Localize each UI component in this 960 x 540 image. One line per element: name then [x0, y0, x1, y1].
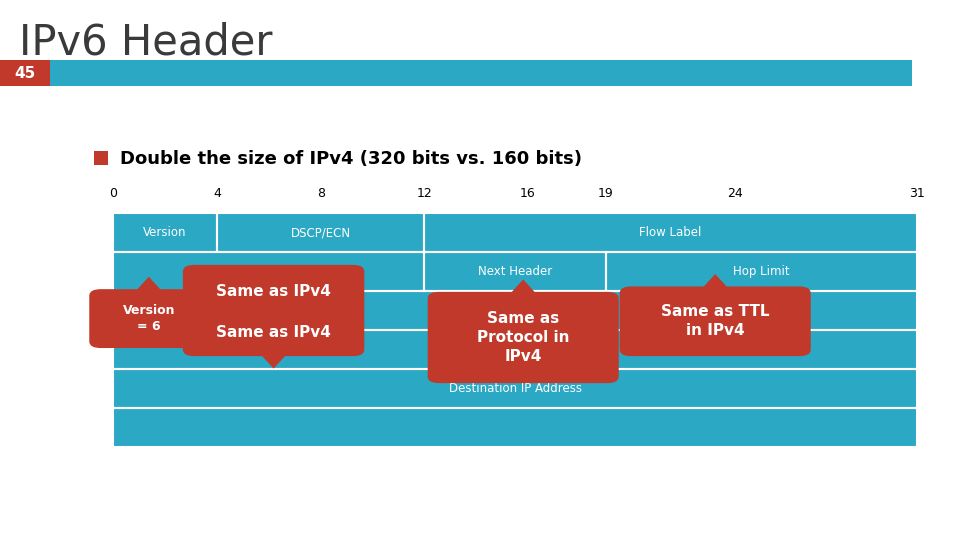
FancyBboxPatch shape [620, 286, 810, 356]
FancyBboxPatch shape [428, 292, 618, 383]
Text: 8: 8 [317, 187, 324, 200]
Polygon shape [256, 312, 291, 330]
Text: Source IP Address: Source IP Address [463, 304, 567, 317]
FancyBboxPatch shape [113, 252, 917, 291]
Text: 19: 19 [598, 187, 613, 200]
Polygon shape [506, 280, 540, 298]
Text: Destination IP Address: Destination IP Address [448, 382, 582, 395]
FancyBboxPatch shape [113, 291, 917, 330]
FancyBboxPatch shape [0, 60, 50, 86]
FancyBboxPatch shape [113, 330, 917, 369]
Text: Version: Version [143, 226, 187, 239]
Text: Flow Label: Flow Label [639, 226, 702, 239]
FancyBboxPatch shape [113, 369, 917, 408]
Polygon shape [132, 277, 166, 296]
FancyBboxPatch shape [94, 151, 108, 165]
FancyBboxPatch shape [113, 213, 917, 252]
Text: 16: 16 [520, 187, 536, 200]
Text: 12: 12 [417, 187, 432, 200]
FancyBboxPatch shape [182, 265, 364, 318]
Text: Double the size of IPv4 (320 bits vs. 160 bits): Double the size of IPv4 (320 bits vs. 16… [120, 150, 582, 168]
FancyBboxPatch shape [0, 60, 912, 86]
Polygon shape [256, 350, 291, 368]
Text: 4: 4 [213, 187, 221, 200]
Text: Datagram Length: Datagram Length [217, 265, 321, 278]
Text: Same as IPv4: Same as IPv4 [216, 284, 331, 299]
Text: Next Header: Next Header [478, 265, 552, 278]
Polygon shape [698, 274, 732, 293]
Text: Same as TTL
in IPv4: Same as TTL in IPv4 [660, 305, 770, 338]
Text: 24: 24 [728, 187, 743, 200]
Text: Version
= 6: Version = 6 [123, 304, 175, 333]
Text: DSCP/ECN: DSCP/ECN [291, 226, 350, 239]
Text: 31: 31 [909, 187, 924, 200]
FancyBboxPatch shape [182, 308, 364, 356]
Text: 45: 45 [14, 66, 36, 81]
Text: Same as
Protocol in
IPv4: Same as Protocol in IPv4 [477, 312, 569, 363]
Text: Same as IPv4: Same as IPv4 [216, 325, 331, 340]
FancyBboxPatch shape [113, 408, 917, 447]
FancyBboxPatch shape [89, 289, 208, 348]
Text: IPv6 Header: IPv6 Header [19, 22, 273, 64]
Text: 0: 0 [109, 187, 117, 200]
Text: Hop Limit: Hop Limit [733, 265, 789, 278]
